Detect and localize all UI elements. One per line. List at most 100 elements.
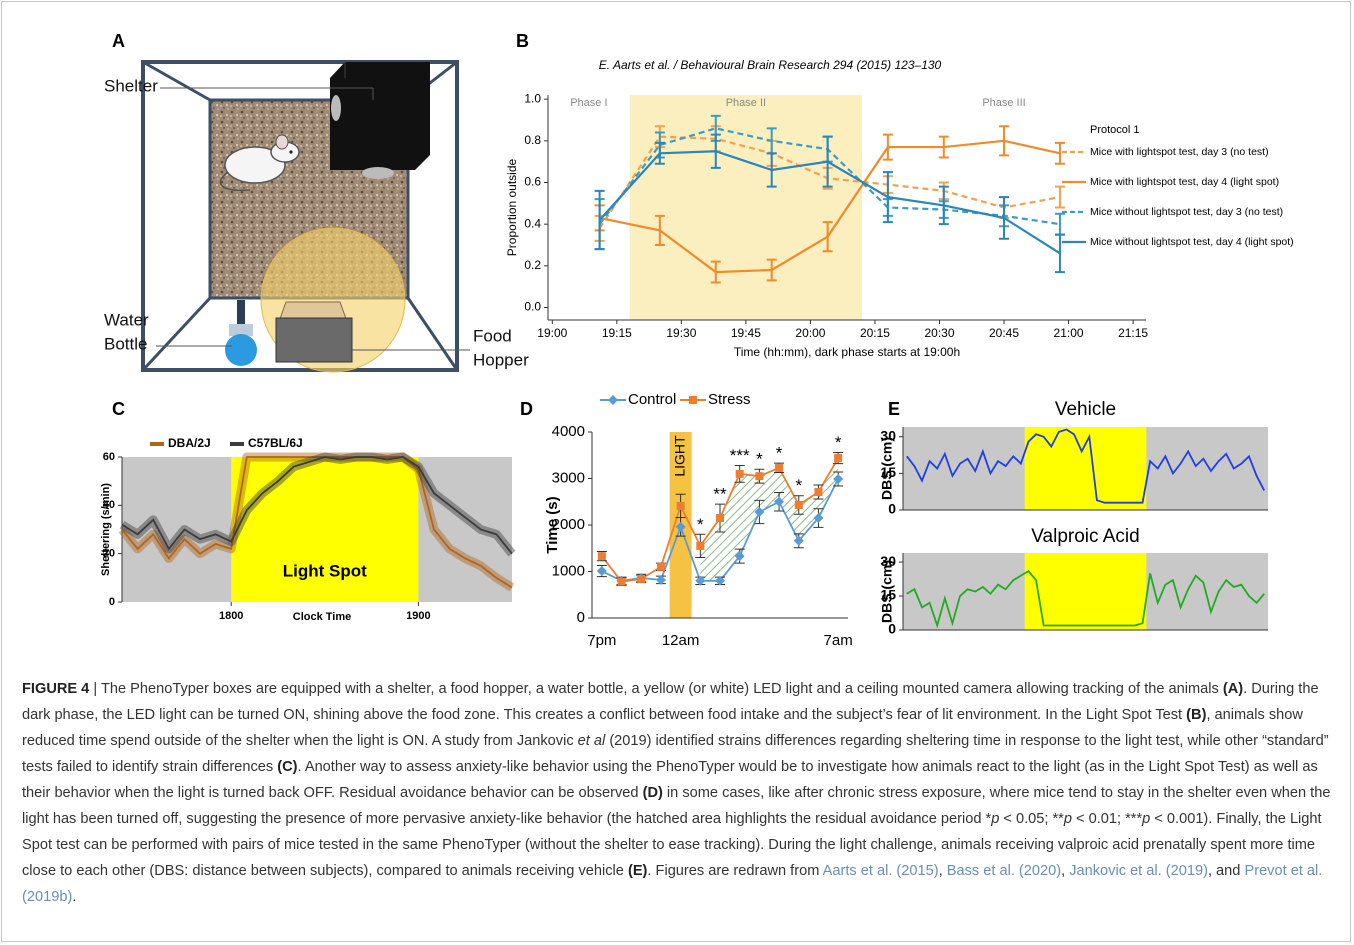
chart-title: Valproic Acid bbox=[1031, 526, 1139, 547]
x-tick-label: 12am bbox=[662, 632, 700, 649]
light-band bbox=[1024, 553, 1147, 630]
caption-text: , and bbox=[1207, 863, 1245, 879]
error-bar bbox=[938, 185, 949, 226]
x-tick-label: 20:45 bbox=[989, 326, 1019, 340]
error-bar bbox=[999, 196, 1010, 240]
caption-text: , bbox=[1061, 863, 1070, 879]
panel-label: D bbox=[520, 399, 533, 419]
caption-text: | The PhenoTyper boxes are equipped with… bbox=[89, 681, 1223, 697]
food-hopper-label: Hopper bbox=[473, 350, 529, 369]
y-axis-label: Time (s) bbox=[544, 496, 561, 553]
line bbox=[121, 456, 513, 555]
light-label: Light Spot bbox=[283, 561, 367, 580]
significance: * bbox=[795, 476, 802, 495]
marker bbox=[617, 577, 626, 586]
y-tick-label: 0 bbox=[109, 596, 115, 608]
reference-link[interactable]: Bass et al. (2020) bbox=[946, 863, 1062, 879]
error-bar bbox=[999, 125, 1010, 157]
y-tick-label: 0 bbox=[888, 501, 896, 517]
y-axis-label: DBS (cm) bbox=[879, 560, 895, 623]
water-bottle-label: Bottle bbox=[104, 334, 147, 353]
x-tick-label: 20:00 bbox=[795, 326, 825, 340]
significance: * bbox=[756, 450, 763, 469]
phase-label: Phase I bbox=[570, 97, 607, 109]
caption-text: (A) bbox=[1222, 681, 1244, 697]
marker bbox=[814, 487, 823, 496]
caption-text: FIGURE 4 bbox=[22, 681, 90, 697]
light-label: LIGHT bbox=[671, 435, 687, 477]
caption-text: < 0.01; *** bbox=[1071, 811, 1143, 827]
error-bar bbox=[766, 152, 777, 188]
caption-text: . Figures are redrawn from bbox=[647, 863, 823, 879]
marker bbox=[755, 472, 764, 481]
shelter-label: Shelter bbox=[104, 76, 158, 95]
error-bar bbox=[822, 135, 833, 188]
significance: * bbox=[776, 444, 783, 463]
marker bbox=[775, 463, 784, 472]
light-band bbox=[1024, 427, 1147, 510]
y-axis-label: Proportion outside bbox=[505, 158, 519, 256]
marker bbox=[813, 513, 824, 524]
phase-band bbox=[629, 95, 863, 320]
error-bar bbox=[1054, 185, 1065, 209]
caption-text: . bbox=[72, 889, 77, 905]
significance: *** bbox=[730, 446, 750, 465]
y-tick-label: 0 bbox=[888, 621, 896, 637]
marker bbox=[793, 535, 804, 546]
y-tick-label: 15 bbox=[880, 464, 896, 480]
reference-link[interactable]: Jankovic et al. (2019) bbox=[1069, 863, 1208, 879]
caption-text: p bbox=[991, 811, 1000, 827]
x-tick-label: 19:15 bbox=[602, 326, 632, 340]
x-axis-label: Time (hh:mm), dark phase starts at 19:00… bbox=[734, 345, 960, 359]
caption-text: et al bbox=[577, 733, 606, 749]
reference-link[interactable]: Prevot et al. (2019b) bbox=[22, 863, 1323, 905]
legend-title: Protocol 1 bbox=[1090, 124, 1140, 136]
marker bbox=[754, 506, 765, 517]
phase-label: Phase III bbox=[982, 97, 1025, 109]
marker bbox=[656, 562, 665, 571]
error-bar bbox=[766, 258, 777, 282]
error-bar bbox=[654, 214, 665, 246]
caption-text: (D) bbox=[642, 785, 663, 801]
marker bbox=[734, 551, 745, 562]
caption-text: (E) bbox=[627, 863, 648, 879]
significance: ** bbox=[713, 485, 727, 504]
figure: A B C D E Shelter Water Bottle Food Hopp… bbox=[100, 31, 1294, 649]
marker bbox=[596, 566, 607, 577]
cage-diagram bbox=[141, 60, 470, 373]
marker bbox=[774, 496, 785, 507]
x-tick-label: 21:15 bbox=[1118, 326, 1148, 340]
caption-text: p bbox=[1142, 811, 1151, 827]
error-bar bbox=[654, 141, 665, 165]
x-tick-label: 7pm bbox=[587, 632, 616, 649]
y-tick-label: 0 bbox=[577, 609, 585, 626]
x-tick-label: 19:30 bbox=[666, 326, 696, 340]
error-bar bbox=[882, 171, 893, 224]
y-tick-label: 1000 bbox=[552, 562, 585, 579]
legend-marker bbox=[689, 396, 697, 404]
y-tick-label: 0.6 bbox=[524, 175, 541, 189]
chart-title: Vehicle bbox=[1055, 399, 1116, 420]
y-tick-label: 20 bbox=[103, 548, 115, 560]
error-bar bbox=[1054, 233, 1065, 274]
caption-text: (B) bbox=[1186, 707, 1207, 723]
legend-marker bbox=[608, 395, 618, 405]
marker bbox=[675, 521, 686, 532]
marker bbox=[735, 469, 744, 478]
y-tick-label: 3000 bbox=[552, 469, 585, 486]
reference-link[interactable]: Aarts et al. (2015) bbox=[822, 863, 939, 879]
marker bbox=[696, 541, 705, 550]
y-tick-label: 4000 bbox=[552, 423, 585, 440]
light-band bbox=[231, 457, 419, 602]
y-tick-label: 0.8 bbox=[524, 133, 541, 147]
chart-subtitle: E. Aarts et al. / Behavioural Brain Rese… bbox=[599, 58, 942, 72]
caption-text: . Another way to assess anxiety-like beh… bbox=[22, 759, 1318, 801]
phase-label: Phase II bbox=[726, 97, 766, 109]
x-tick-label: 20:15 bbox=[860, 326, 890, 340]
marker bbox=[597, 552, 606, 561]
y-axis-label: Sheltering (s/min) bbox=[100, 483, 112, 576]
error-bar bbox=[594, 189, 605, 251]
error-bar bbox=[710, 260, 721, 284]
y-tick-label: 30 bbox=[880, 553, 896, 569]
panel-label: E bbox=[888, 399, 900, 419]
